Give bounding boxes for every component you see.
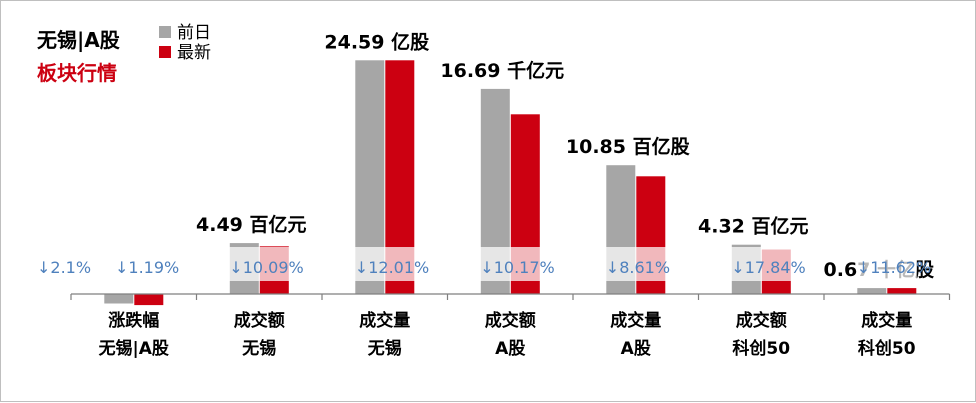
change-label-4: ↓10.17% xyxy=(480,258,554,277)
bar-prev-7 xyxy=(857,288,887,294)
chart-title: 无锡|A股 xyxy=(37,28,120,52)
change-highlight-7 xyxy=(856,247,917,281)
category-label-2-line2: 无锡 xyxy=(241,338,276,359)
category-label-3-line2: 无锡 xyxy=(367,338,402,359)
legend-swatch-1 xyxy=(159,26,171,38)
value-label-4: 16.69 千亿元 xyxy=(440,59,564,82)
change-highlight-4 xyxy=(480,247,541,281)
change-label-5: ↓8.61% xyxy=(606,258,670,277)
change-label-7: ↓11.62% xyxy=(857,258,931,277)
legend-label-1: 前日 xyxy=(177,23,211,43)
category-label-6-line2: 科创50 xyxy=(732,338,790,359)
category-label-5-line1: 成交量 xyxy=(610,310,661,331)
legend-label-2: 最新 xyxy=(177,43,211,63)
category-label-5-line2: A股 xyxy=(621,339,651,359)
category-label-4-line2: A股 xyxy=(495,339,525,359)
category-label-4-line1: 成交额 xyxy=(485,310,536,331)
chart-subtitle: 板块行情 xyxy=(37,61,117,85)
change-highlight-5 xyxy=(605,247,666,281)
category-label-1-line2: 无锡|A股 xyxy=(98,338,169,359)
category-label-6-line1: 成交额 xyxy=(736,310,787,331)
change-highlight-2 xyxy=(229,247,290,281)
labels-group: 涨跌幅无锡|A股成交额无锡成交量无锡成交额A股成交量A股成交额科创50成交量科创… xyxy=(37,30,934,359)
category-label-3-line1: 成交量 xyxy=(359,310,410,331)
category-label-1-line1: 涨跌幅 xyxy=(108,310,159,331)
bar-prev-1 xyxy=(104,294,134,304)
change-label-1b: ↓1.19% xyxy=(115,258,179,277)
change-label-6: ↓17.84% xyxy=(731,258,805,277)
value-label-6: 4.32 百亿元 xyxy=(698,215,809,238)
value-label-3: 24.59 亿股 xyxy=(324,30,429,53)
value-label-5: 10.85 百亿股 xyxy=(566,135,690,158)
change-highlight-6 xyxy=(731,247,792,281)
change-label-1: ↓2.1% xyxy=(37,258,91,277)
change-highlight-3 xyxy=(354,247,415,281)
change-label-2: ↓10.09% xyxy=(229,258,303,277)
category-label-7-line2: 科创50 xyxy=(858,338,916,359)
change-label-3: ↓12.01% xyxy=(355,258,429,277)
category-label-2-line1: 成交额 xyxy=(234,310,285,331)
legend-swatch-2 xyxy=(159,46,171,58)
bar-latest-7 xyxy=(887,288,917,294)
bar-latest-1 xyxy=(134,294,164,306)
value-label-2: 4.49 百亿元 xyxy=(196,213,307,236)
category-label-7-line1: 成交量 xyxy=(861,310,912,331)
